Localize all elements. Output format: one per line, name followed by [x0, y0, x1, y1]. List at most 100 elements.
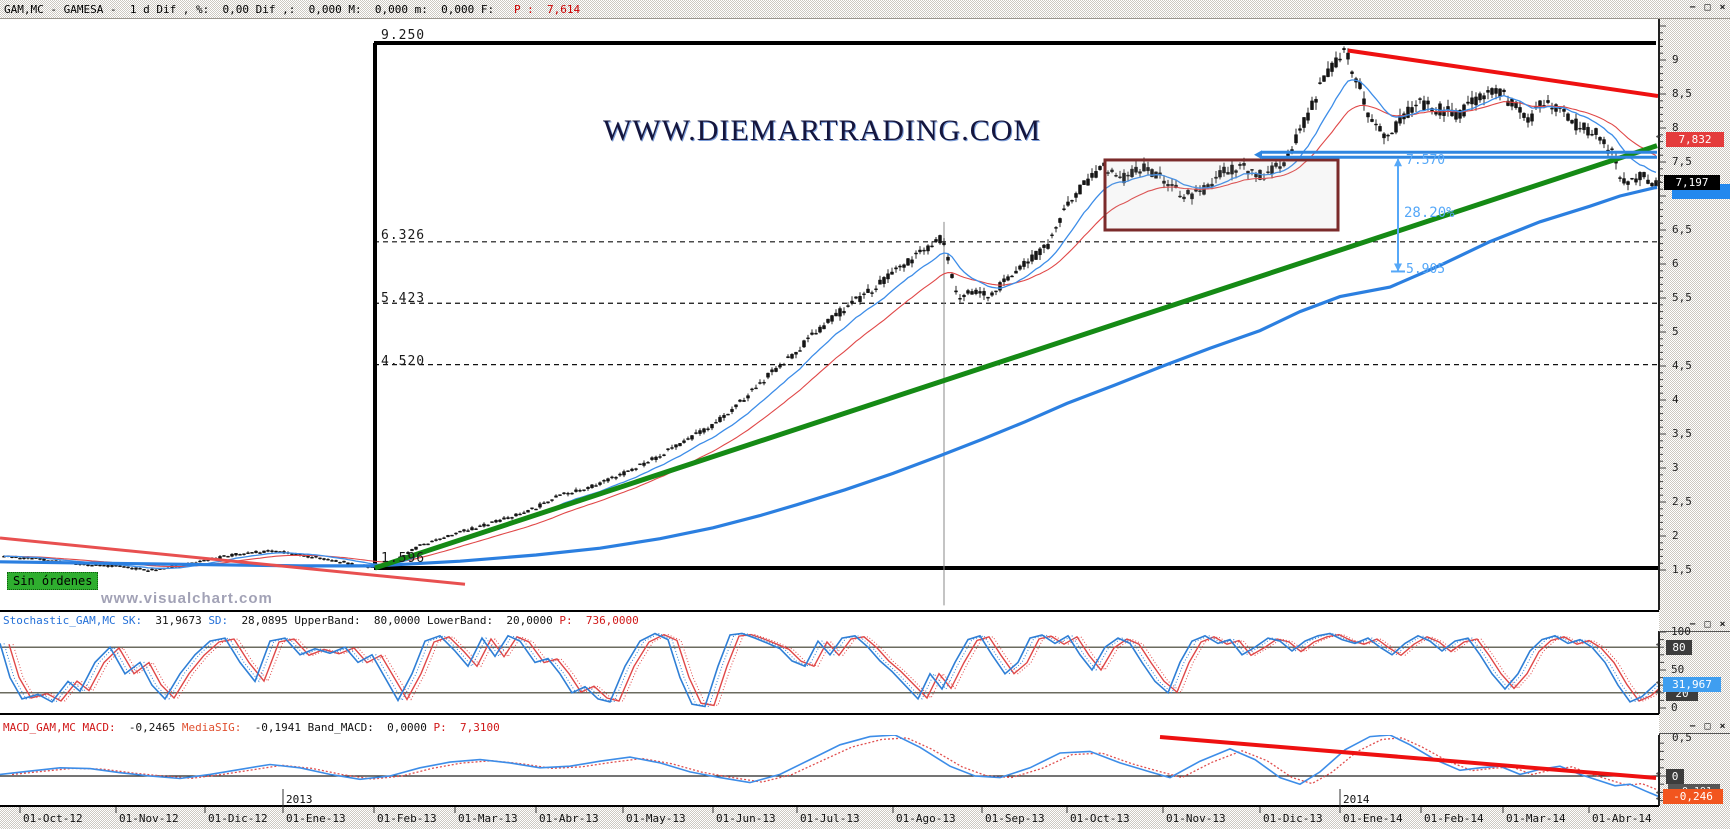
year-label: 2014 — [1343, 793, 1370, 806]
scale-pointer-arrow-icon: ← — [1656, 678, 1662, 688]
price-scale-label: 5,5 — [1672, 291, 1692, 304]
consolidation-box — [1103, 158, 1340, 232]
red-ma-price-badge: 7,832 — [1666, 132, 1724, 147]
price-scale-label: 8,5 — [1672, 87, 1692, 100]
stoch-value-badge: 31,967 — [1663, 677, 1721, 692]
separator-stoch-macd — [0, 713, 1659, 715]
macd-panel-controls: − □ × — [1684, 722, 1728, 733]
scale-pointer-arrow-icon: ← — [1656, 687, 1662, 697]
price-level-label: 1.596 — [381, 551, 426, 566]
maximize-icon[interactable]: □ — [1704, 721, 1711, 732]
stochastic-panel — [0, 632, 1658, 708]
x-axis-label: 01-Oct-13 — [1070, 812, 1130, 825]
x-axis-label: 01-Dic-13 — [1263, 812, 1323, 825]
macd-zero-badge: 0 — [1666, 769, 1684, 784]
x-axis-label: 01-Ago-13 — [896, 812, 956, 825]
stoch-sd-line — [8, 633, 1658, 707]
stoch-scale-label: 0 — [1671, 701, 1678, 714]
ma-fast-red-line — [3, 101, 1657, 568]
price-scale-label: 3 — [1672, 461, 1679, 474]
x-axis-label: 01-Ene-14 — [1343, 812, 1403, 825]
close-icon[interactable]: × — [1719, 2, 1726, 13]
minimize-icon[interactable]: − — [1689, 721, 1696, 732]
window-title: GAM,MC - GAMESA - 1 d Dif , %: 0,00 Dif … — [4, 3, 580, 16]
x-axis-label: 01-Abr-14 — [1592, 812, 1652, 825]
price-scale-label: 7,5 — [1672, 155, 1692, 168]
scale-divider-macd — [1658, 733, 1660, 806]
separator-macd-axis — [0, 805, 1659, 807]
price-scale-label: 3,5 — [1672, 427, 1692, 440]
resistance-red-right — [1347, 48, 1658, 99]
stoch-scale-top-border — [1659, 631, 1730, 632]
price-scale-label: 4 — [1672, 393, 1679, 406]
no-orders-badge: Sin órdenes — [7, 572, 99, 590]
resistance-hline-2 — [1262, 155, 1657, 159]
price-scale-label: 1,5 — [1672, 563, 1692, 576]
header-segment: P : 7,614 — [513, 3, 581, 16]
scale-pointer-arrow-icon: ← — [1656, 769, 1662, 779]
header-segment: P: 7,3100 — [433, 721, 500, 734]
macd-signal-line — [11, 737, 1658, 791]
scale-pointer-arrow-icon: ← — [1656, 177, 1662, 187]
maximize-icon[interactable]: □ — [1704, 619, 1711, 630]
header-segment: 28,0895 — [241, 614, 295, 627]
macd-panel — [0, 735, 1658, 797]
hline-left-arrow — [1254, 150, 1262, 160]
x-axis-label: 01-Feb-13 — [377, 812, 437, 825]
minimize-icon[interactable]: − — [1689, 2, 1696, 13]
scale-divider-stoch — [1658, 631, 1660, 714]
stoch-sk-line — [0, 632, 1657, 708]
year-label: 2013 — [286, 793, 313, 806]
title-bar: GAM,MC - GAMESA - 1 d Dif , %: 0,00 Dif … — [0, 0, 1730, 19]
close-icon[interactable]: × — [1719, 721, 1726, 732]
macd-scale-label: 0,5 — [1672, 731, 1692, 744]
header-segment: P: 736,0000 — [559, 614, 639, 627]
macd-value-badge: -0,246 — [1663, 789, 1723, 804]
stoch-upperband-badge: 80 — [1666, 640, 1692, 655]
ma-slow-blue-line — [0, 185, 1658, 568]
scale-divider — [1658, 19, 1660, 610]
measure-arrow-up — [1394, 158, 1402, 167]
price-scale-label: 2 — [1672, 529, 1679, 542]
x-axis-label: 01-Nov-13 — [1166, 812, 1226, 825]
x-axis-strip[interactable] — [0, 807, 1730, 829]
close-icon[interactable]: × — [1719, 619, 1726, 630]
measure-bottom-label: 5.905 — [1406, 262, 1446, 278]
x-axis-label: 01-Ene-13 — [286, 812, 346, 825]
minimize-icon[interactable]: − — [1689, 619, 1696, 630]
header-segment: Band_MACD: 0,0000 — [307, 721, 434, 734]
stoch-panel-controls: − □ × — [1684, 620, 1728, 631]
stochastic-header: Stochastic_GAM,MC SK: 31,9673 SD: 28,089… — [0, 612, 1659, 630]
price-scale-label: 8 — [1672, 121, 1679, 134]
price-scale-label: 9 — [1672, 53, 1679, 66]
header-segment: 31,9673 — [155, 614, 209, 627]
x-axis-label: 01-Mar-13 — [458, 812, 518, 825]
price-scale-label: 6 — [1672, 257, 1679, 270]
macd-resistance-trendline — [1159, 735, 1657, 780]
x-axis-label: 01-Nov-12 — [119, 812, 179, 825]
price-scale-label: 2,5 — [1672, 495, 1692, 508]
resistance-hline — [1262, 150, 1657, 154]
stoch-sk-dotted — [3, 632, 1658, 708]
stoch-sd-dotted — [12, 634, 1658, 706]
x-axis-label: 01-Feb-14 — [1424, 812, 1484, 825]
header-segment: -0,2465 — [128, 721, 182, 734]
maximize-icon[interactable]: □ — [1704, 2, 1711, 13]
x-axis-label: 01-Jul-13 — [800, 812, 860, 825]
macd-scale-top-border — [1659, 733, 1730, 734]
x-axis-label: 01-Abr-13 — [539, 812, 599, 825]
scale-pointer-arrow-icon: ← — [1656, 132, 1662, 142]
price-level-label: 9.250 — [381, 28, 426, 43]
measure-pct-label: 28.20% — [1404, 204, 1455, 221]
price-scale-label: 5 — [1672, 325, 1679, 338]
price-scale-label: 6,5 — [1672, 223, 1692, 236]
price-scale-label: 4,5 — [1672, 359, 1692, 372]
x-axis-label: 01-Mar-14 — [1506, 812, 1566, 825]
stoch-scale-label: 50 — [1671, 663, 1685, 676]
header-segment: MediaSIG: — [181, 721, 255, 734]
scale-pointer-arrow-icon: ← — [1656, 640, 1662, 650]
support-green — [374, 143, 1658, 571]
x-axis-label: 01-Dic-12 — [208, 812, 268, 825]
header-segment: -0,1941 — [254, 721, 308, 734]
x-axis-label: 01-Sep-13 — [985, 812, 1045, 825]
